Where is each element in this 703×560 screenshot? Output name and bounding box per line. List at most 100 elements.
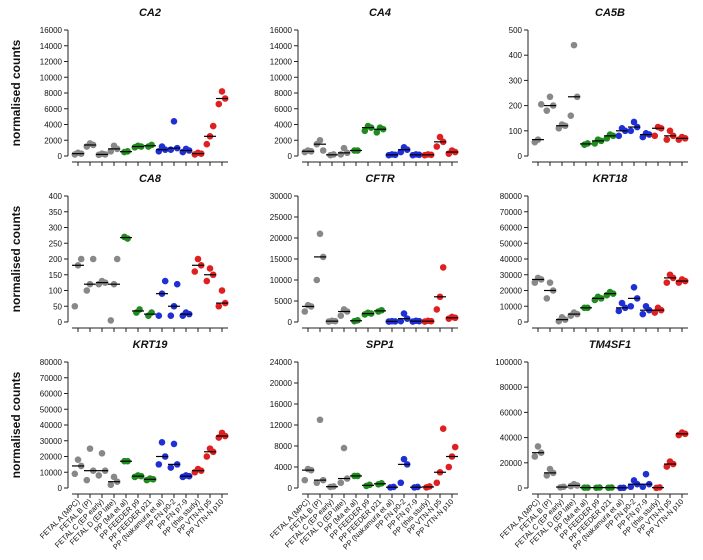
y-tick-label: 0 xyxy=(288,152,293,161)
data-dot xyxy=(439,264,447,271)
data-dot xyxy=(567,112,575,119)
y-tick-label: 5000 xyxy=(274,297,292,306)
chart-title: CA4 xyxy=(369,7,391,19)
data-dot xyxy=(543,472,551,479)
data-dot xyxy=(570,41,578,49)
data-dot xyxy=(148,309,155,316)
chart-title: TM4SF1 xyxy=(589,339,631,351)
data-dot xyxy=(313,276,321,284)
y-tick-label: 20000 xyxy=(270,379,293,388)
y-tick-label: 60000 xyxy=(500,224,523,233)
y-tick-label: 0 xyxy=(58,484,63,493)
data-dot xyxy=(630,118,638,126)
y-tick-label: 50 xyxy=(53,302,62,311)
y-tick-label: 8000 xyxy=(274,89,292,98)
y-tick-label: 70000 xyxy=(500,208,523,217)
data-dot xyxy=(534,443,542,450)
data-dot xyxy=(107,147,115,155)
data-dot xyxy=(113,255,121,263)
data-dot xyxy=(173,280,181,288)
y-tick-label: 80000 xyxy=(500,192,523,201)
y-tick-label: 16000 xyxy=(270,400,293,409)
data-dot xyxy=(158,439,166,446)
y-tick-label: 16000 xyxy=(270,26,293,35)
y-tick-label: 300 xyxy=(509,76,523,85)
y-tick-label: 40000 xyxy=(500,434,523,443)
data-dot xyxy=(301,476,309,484)
data-dot xyxy=(433,143,441,150)
chart-title: CA8 xyxy=(139,173,162,185)
y-tick-label: 40000 xyxy=(40,421,63,430)
data-dot xyxy=(71,470,79,478)
data-dot xyxy=(215,302,223,310)
data-dot xyxy=(77,255,85,263)
y-tick-label: 25000 xyxy=(270,213,293,222)
data-dot xyxy=(627,483,635,491)
data-dot xyxy=(400,455,408,463)
data-dot xyxy=(316,230,324,238)
y-tick-label: 250 xyxy=(49,239,63,248)
data-dot xyxy=(337,151,345,158)
data-dot xyxy=(107,481,115,489)
data-dot xyxy=(618,299,626,307)
y-axis-label: normalised counts xyxy=(9,205,23,312)
data-dot xyxy=(301,308,309,315)
y-tick-label: 500 xyxy=(509,26,523,35)
data-dot xyxy=(378,306,385,314)
y-tick-label: 14000 xyxy=(40,42,63,51)
y-tick-label: 100 xyxy=(509,127,523,136)
data-dot xyxy=(313,479,321,487)
y-tick-label: 2000 xyxy=(274,136,292,145)
y-tick-label: 14000 xyxy=(270,42,293,51)
data-dot xyxy=(319,147,327,154)
y-tick-label: 60000 xyxy=(40,390,63,399)
data-dot xyxy=(337,312,345,320)
data-dot xyxy=(639,483,647,491)
y-tick-label: 16000 xyxy=(40,26,63,35)
data-dot xyxy=(170,118,178,125)
y-tick-label: 20000 xyxy=(40,453,63,462)
data-dot xyxy=(136,306,143,313)
data-dot xyxy=(148,141,155,149)
chart-title: CFTR xyxy=(365,173,394,185)
y-tick-label: 400 xyxy=(49,192,63,201)
data-dot xyxy=(642,470,650,478)
y-tick-label: 30000 xyxy=(500,271,523,280)
y-tick-label: 300 xyxy=(49,224,63,233)
chart-title: SPP1 xyxy=(366,339,394,351)
data-dot xyxy=(531,279,539,286)
data-dot xyxy=(124,235,131,242)
data-dot xyxy=(161,277,169,285)
chart-title: KRT18 xyxy=(593,173,629,185)
y-tick-label: 0 xyxy=(58,318,63,327)
y-tick-label: 50000 xyxy=(500,239,523,248)
y-tick-label: 2000 xyxy=(44,136,62,145)
data-dot xyxy=(663,136,671,143)
data-dot xyxy=(627,127,635,135)
data-dot xyxy=(203,140,211,148)
data-dot xyxy=(537,101,545,108)
data-dot xyxy=(218,287,226,294)
data-dot xyxy=(666,127,674,135)
data-dot xyxy=(83,476,91,484)
y-tick-label: 0 xyxy=(518,318,523,327)
data-dot xyxy=(543,107,551,114)
data-dot xyxy=(546,93,554,101)
y-tick-label: 6000 xyxy=(274,105,292,114)
y-tick-label: 0 xyxy=(58,152,63,161)
y-tick-label: 4000 xyxy=(44,121,62,130)
data-dot xyxy=(107,317,115,324)
data-dot xyxy=(167,146,175,153)
data-dot xyxy=(194,255,202,263)
y-tick-label: 200 xyxy=(509,102,523,111)
y-tick-label: 100 xyxy=(49,287,63,296)
y-tick-label: 0 xyxy=(518,484,523,493)
y-axis-label: normalised counts xyxy=(9,371,23,478)
y-tick-label: 10000 xyxy=(40,468,63,477)
chart-title: CA5B xyxy=(595,7,625,19)
data-dot xyxy=(215,100,223,108)
data-dot xyxy=(155,461,163,468)
y-tick-label: 12000 xyxy=(40,58,63,67)
data-dot xyxy=(95,472,103,479)
